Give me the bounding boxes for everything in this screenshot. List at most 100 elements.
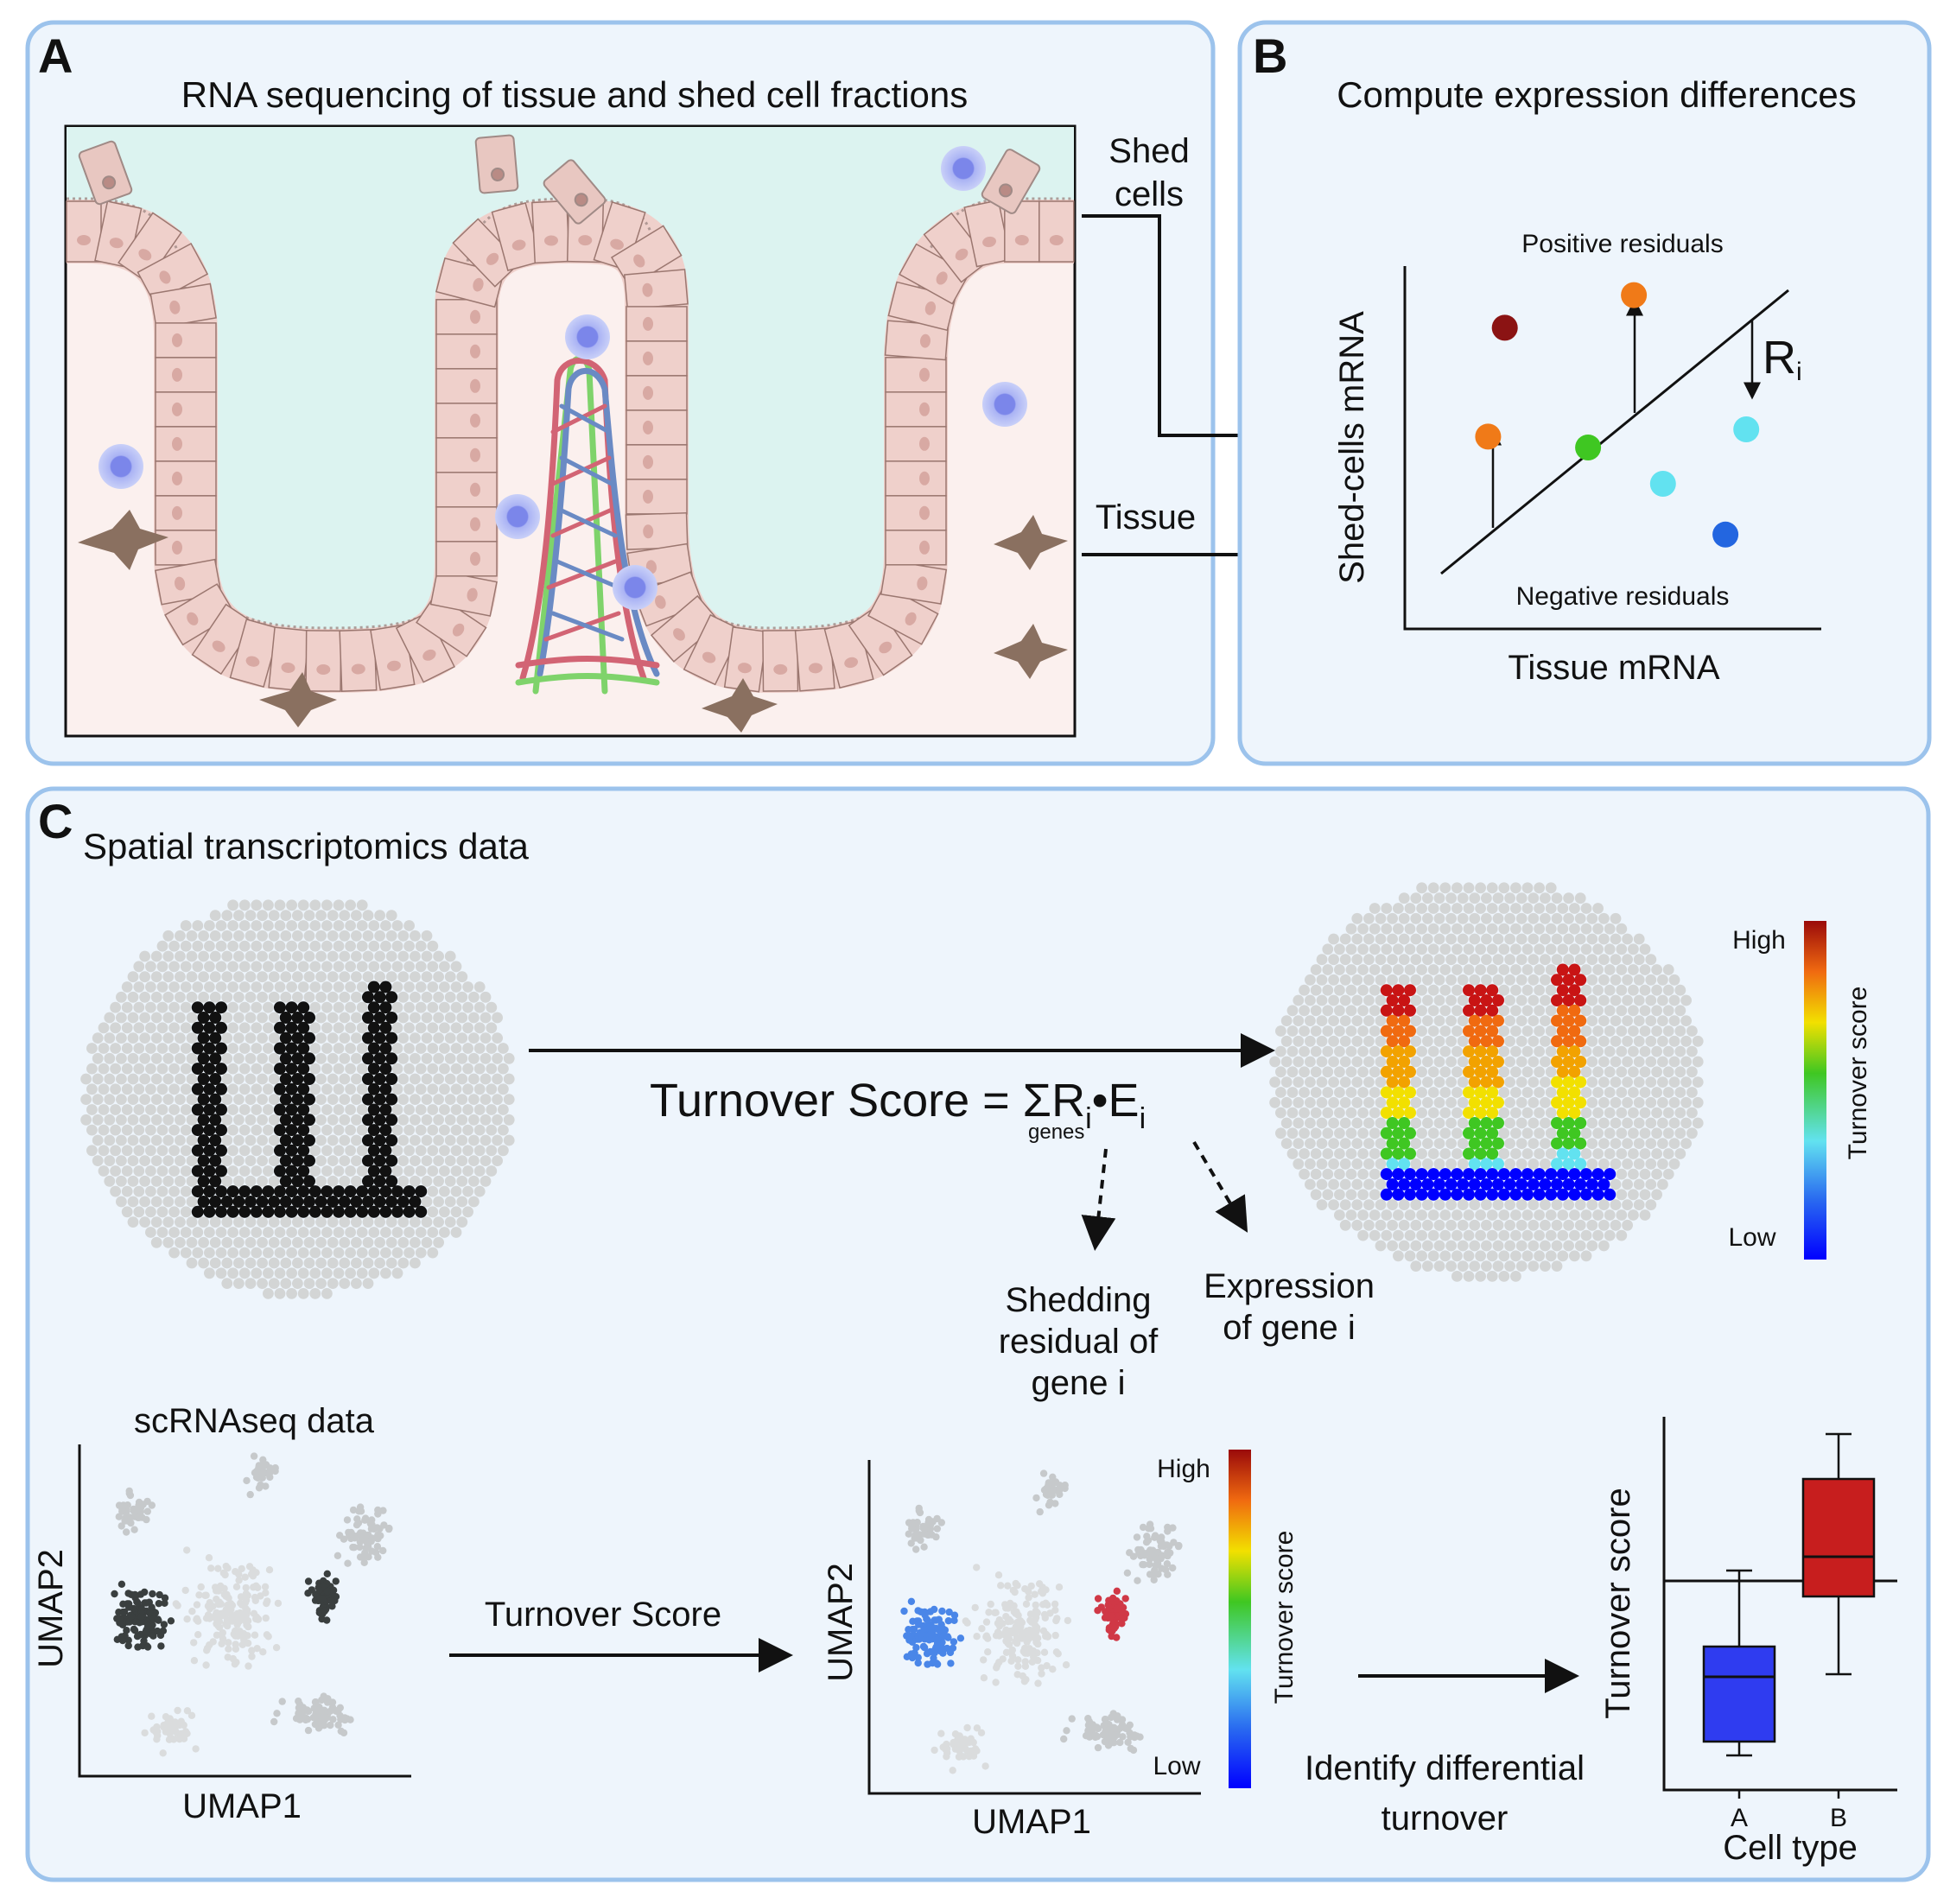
spot-background bbox=[450, 981, 462, 993]
spot-background bbox=[1328, 1138, 1339, 1149]
spot-background bbox=[274, 940, 286, 952]
spot-background bbox=[1439, 1025, 1451, 1037]
spot-tissue bbox=[215, 1185, 227, 1198]
spot-background bbox=[162, 991, 175, 1003]
spot-background bbox=[1469, 954, 1481, 966]
spot-background bbox=[1445, 954, 1457, 966]
spot-background bbox=[321, 961, 333, 973]
spot-background bbox=[333, 899, 345, 911]
spot-background bbox=[1651, 964, 1662, 975]
spot-background bbox=[1545, 984, 1557, 996]
spot-background bbox=[1510, 1005, 1521, 1017]
spot-background bbox=[327, 1216, 339, 1228]
spot-background bbox=[233, 1216, 245, 1228]
spot-background bbox=[1528, 1035, 1540, 1047]
spot-background bbox=[1580, 964, 1592, 975]
spot-background bbox=[1393, 1250, 1404, 1262]
spot-background bbox=[1422, 1117, 1433, 1129]
spot-tissue bbox=[1556, 1188, 1569, 1201]
spot-background bbox=[462, 1001, 473, 1013]
spot-tissue bbox=[285, 1144, 298, 1157]
spot-background bbox=[1339, 994, 1351, 1006]
spot-tissue bbox=[303, 1073, 315, 1085]
spot-background bbox=[1433, 1056, 1445, 1068]
spot-background bbox=[1598, 1138, 1610, 1149]
umap-point bbox=[1111, 1731, 1119, 1739]
spot-background bbox=[1457, 1015, 1469, 1026]
epithelial-cell bbox=[723, 626, 768, 693]
spot-background bbox=[303, 1278, 315, 1289]
spot-background bbox=[1410, 1096, 1422, 1108]
spot-background bbox=[145, 1185, 156, 1197]
spot-tissue bbox=[1474, 1107, 1487, 1120]
spot-background bbox=[1481, 954, 1492, 966]
spot-tissue bbox=[385, 1012, 398, 1024]
spot-background bbox=[175, 1155, 186, 1166]
umap-point bbox=[148, 1712, 156, 1720]
spot-tissue bbox=[385, 991, 398, 1004]
spot-tissue bbox=[1392, 1168, 1405, 1181]
spot-background bbox=[1439, 1005, 1451, 1017]
spot-background bbox=[1427, 1066, 1439, 1078]
spot-tissue bbox=[314, 1196, 327, 1208]
spot-background bbox=[380, 961, 391, 973]
spot-background bbox=[397, 1073, 410, 1085]
spot-tissue bbox=[1463, 1188, 1475, 1201]
umap-point bbox=[963, 1723, 971, 1732]
spot-background bbox=[139, 1012, 151, 1024]
spot-background bbox=[1639, 1025, 1651, 1037]
boxplot-b bbox=[1801, 1432, 1876, 1676]
spot-tissue bbox=[1604, 1188, 1617, 1201]
spot-background bbox=[1557, 903, 1569, 914]
spot-background bbox=[456, 991, 468, 1003]
spot-background bbox=[321, 1124, 333, 1136]
spot-background bbox=[175, 1134, 186, 1146]
umap-point bbox=[244, 1639, 252, 1647]
spot-background bbox=[274, 981, 286, 993]
spot-background bbox=[480, 1032, 492, 1044]
spot-tissue bbox=[203, 1144, 216, 1157]
spot-background bbox=[268, 950, 280, 962]
spot-background bbox=[1293, 1035, 1305, 1047]
spot-background bbox=[1574, 954, 1586, 966]
spot-background bbox=[1305, 1158, 1316, 1170]
spot-tissue bbox=[291, 1114, 304, 1127]
spot-tissue bbox=[274, 1103, 286, 1116]
spot-background bbox=[1445, 933, 1457, 945]
spot-background bbox=[1433, 1096, 1445, 1108]
spot-background bbox=[309, 1145, 321, 1157]
spot-background bbox=[1528, 1240, 1540, 1252]
spot-background bbox=[1492, 912, 1504, 924]
umap-point-low-score bbox=[933, 1639, 942, 1647]
spot-tissue bbox=[197, 1073, 210, 1085]
spot-background bbox=[1357, 1127, 1369, 1139]
umap-point-highlight bbox=[159, 1627, 168, 1635]
spot-background bbox=[1545, 964, 1557, 975]
spot-tissue bbox=[1386, 1117, 1399, 1129]
spot-tissue bbox=[379, 1042, 392, 1055]
spot-background bbox=[444, 971, 456, 983]
spot-background bbox=[1339, 954, 1351, 966]
spot-background bbox=[351, 1094, 362, 1105]
spot-background bbox=[1339, 1138, 1351, 1149]
spot-tissue bbox=[379, 1063, 392, 1076]
spot-tissue bbox=[291, 1175, 304, 1188]
spot-background bbox=[1639, 1066, 1651, 1078]
umap-point-highlight bbox=[134, 1599, 142, 1607]
spot-background bbox=[333, 1001, 345, 1013]
spot-tissue bbox=[291, 1073, 304, 1085]
spot-background bbox=[1328, 1117, 1339, 1129]
spatial-spots-input bbox=[80, 899, 515, 1299]
spot-background bbox=[1592, 923, 1604, 935]
spot-background bbox=[257, 1175, 268, 1187]
spot-background bbox=[444, 950, 456, 962]
spot-background bbox=[321, 1267, 333, 1279]
spot-background bbox=[333, 1083, 345, 1095]
scatter-point bbox=[1649, 471, 1676, 497]
umap-point bbox=[350, 1544, 359, 1552]
spot-background bbox=[1275, 1127, 1286, 1139]
spot-background bbox=[1586, 912, 1598, 924]
spot-background bbox=[192, 961, 204, 973]
umap-point bbox=[344, 1559, 352, 1567]
spot-background bbox=[503, 1052, 515, 1064]
